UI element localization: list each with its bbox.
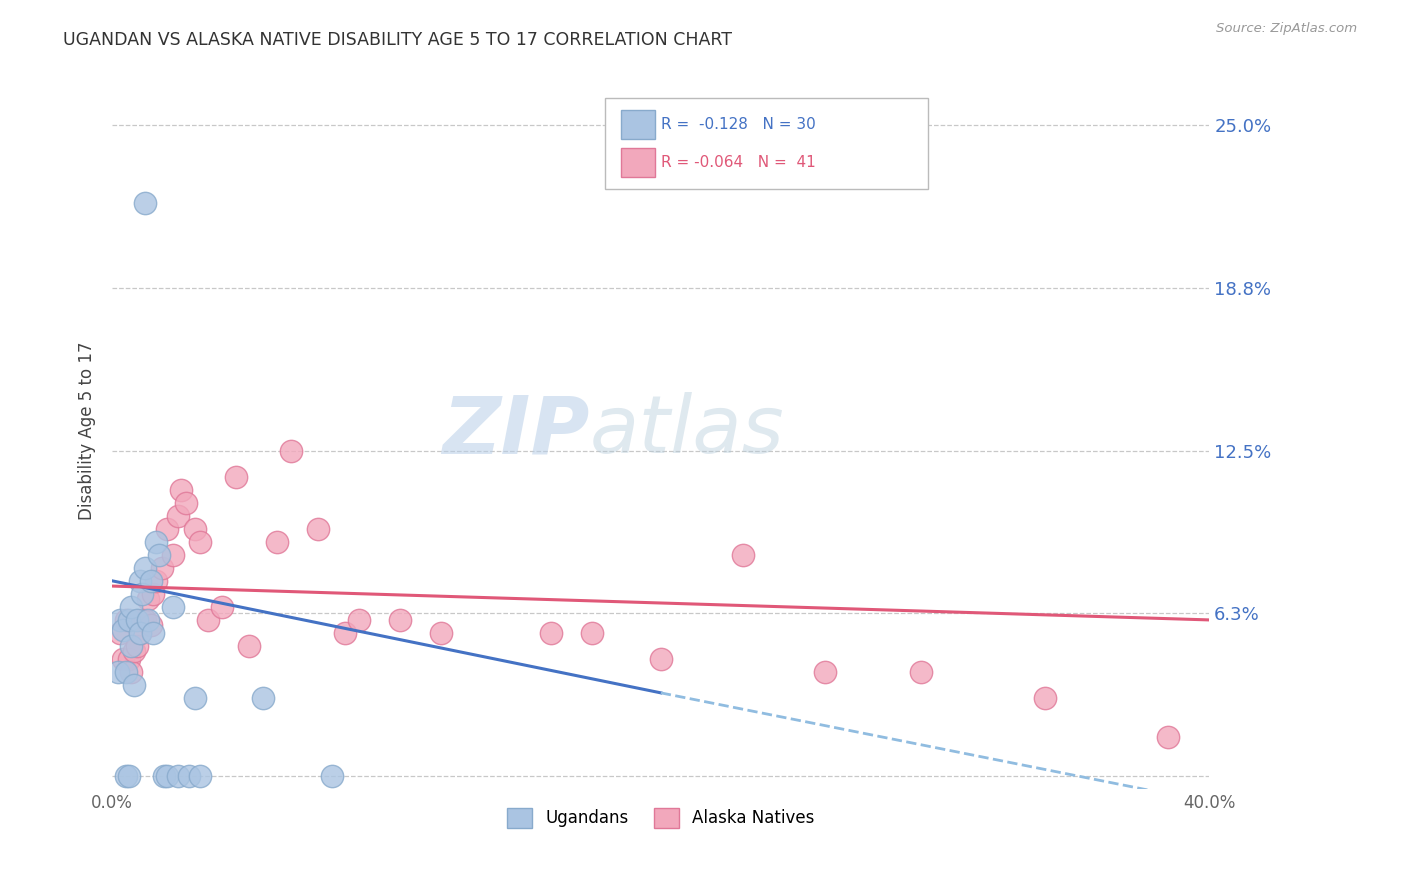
Text: R = -0.064   N =  41: R = -0.064 N = 41 [661, 155, 815, 170]
Point [134, 561, 156, 575]
Text: ZIP: ZIP [441, 392, 589, 470]
Point [125, 613, 148, 627]
Point [183, 522, 205, 536]
Point [128, 626, 150, 640]
Point [115, 665, 138, 679]
Point [134, 196, 156, 211]
Point [347, 613, 370, 627]
Point [131, 613, 153, 627]
Point [1033, 691, 1056, 706]
Point [1157, 730, 1180, 744]
Point [122, 644, 145, 658]
Point [162, 599, 184, 614]
Point [814, 665, 837, 679]
Point [118, 769, 141, 783]
Point [139, 618, 162, 632]
Point [167, 508, 190, 523]
Point [120, 665, 142, 679]
Point [252, 691, 274, 706]
Point [142, 587, 165, 601]
Point [118, 613, 141, 627]
Point [177, 769, 200, 783]
Point [211, 599, 233, 614]
Text: R =  -0.128   N = 30: R = -0.128 N = 30 [661, 117, 815, 132]
Point [188, 534, 211, 549]
Point [125, 639, 148, 653]
Point [136, 592, 159, 607]
Text: atlas: atlas [589, 392, 785, 470]
Point [910, 665, 932, 679]
Point [145, 574, 167, 588]
Point [335, 626, 357, 640]
Point [118, 652, 141, 666]
Point [120, 599, 142, 614]
Point [389, 613, 412, 627]
Point [188, 769, 211, 783]
Point [540, 626, 562, 640]
Point [148, 548, 170, 562]
Point [115, 769, 138, 783]
Point [581, 626, 603, 640]
Point [280, 443, 302, 458]
Point [128, 574, 150, 588]
Point [183, 691, 205, 706]
Point [238, 639, 260, 653]
Point [134, 613, 156, 627]
Legend: Ugandans, Alaska Natives: Ugandans, Alaska Natives [501, 801, 821, 835]
Point [266, 534, 288, 549]
Point [122, 678, 145, 692]
Point [142, 626, 165, 640]
Point [430, 626, 453, 640]
Point [197, 613, 219, 627]
Point [145, 534, 167, 549]
Point [131, 587, 153, 601]
Point [110, 626, 132, 640]
Point [112, 652, 135, 666]
Point [650, 652, 672, 666]
Point [120, 639, 142, 653]
Point [733, 548, 755, 562]
Point [139, 574, 162, 588]
Point [167, 769, 190, 783]
Point [150, 561, 173, 575]
Point [136, 613, 159, 627]
Point [112, 624, 135, 638]
Text: UGANDAN VS ALASKA NATIVE DISABILITY AGE 5 TO 17 CORRELATION CHART: UGANDAN VS ALASKA NATIVE DISABILITY AGE … [63, 31, 733, 49]
Point [115, 613, 138, 627]
Point [107, 665, 129, 679]
Point [153, 769, 176, 783]
Point [156, 522, 179, 536]
Point [170, 483, 193, 497]
Point [307, 522, 329, 536]
Point [321, 769, 343, 783]
Point [110, 613, 132, 627]
Point [225, 469, 247, 483]
Point [156, 769, 179, 783]
Point [176, 496, 198, 510]
Text: Source: ZipAtlas.com: Source: ZipAtlas.com [1216, 22, 1357, 36]
Point [162, 548, 184, 562]
Y-axis label: Disability Age 5 to 17: Disability Age 5 to 17 [79, 342, 96, 520]
Point [128, 626, 150, 640]
